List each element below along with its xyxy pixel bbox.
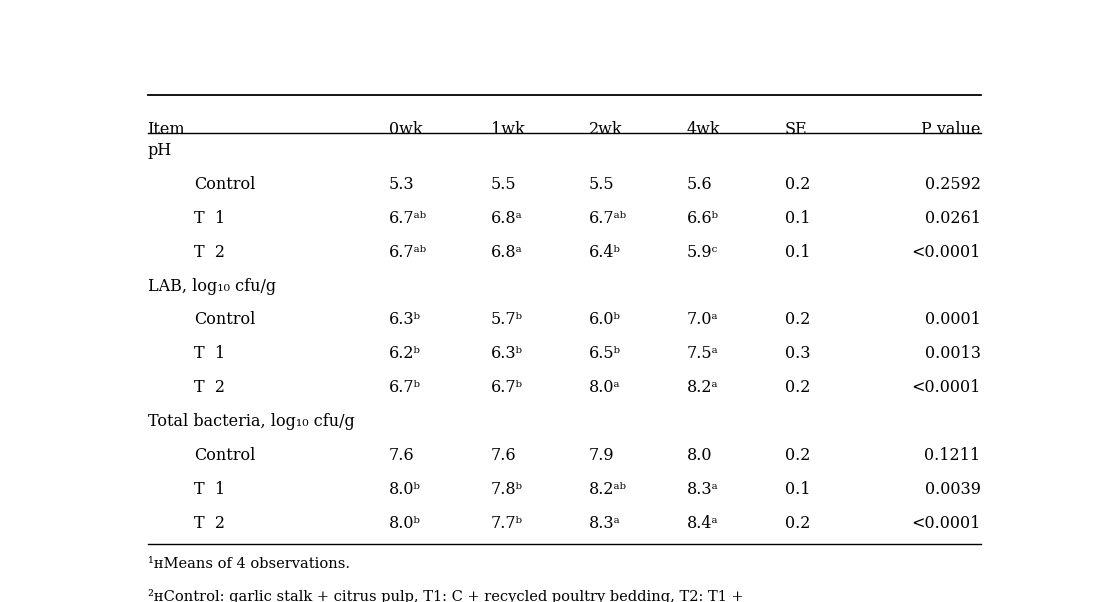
Text: ²ʜControl: garlic stalk + citrus pulp, T1: C + recycled poultry bedding, T2: T1 : ²ʜControl: garlic stalk + citrus pulp, T… xyxy=(147,589,743,602)
Text: Total bacteria, log₁₀ cfu/g: Total bacteria, log₁₀ cfu/g xyxy=(147,413,354,430)
Text: 0.2: 0.2 xyxy=(785,447,810,464)
Text: 0.1: 0.1 xyxy=(785,210,810,227)
Text: 5.6: 5.6 xyxy=(687,176,712,193)
Text: 7.0ᵃ: 7.0ᵃ xyxy=(687,311,719,329)
Text: <0.0001: <0.0001 xyxy=(911,244,980,261)
Text: 6.7ᵃᵇ: 6.7ᵃᵇ xyxy=(389,244,426,261)
Text: 0.2: 0.2 xyxy=(785,379,810,396)
Text: T  1: T 1 xyxy=(195,480,225,498)
Text: SE: SE xyxy=(785,121,808,138)
Text: 5.9ᶜ: 5.9ᶜ xyxy=(687,244,718,261)
Text: <0.0001: <0.0001 xyxy=(911,515,980,532)
Text: 0.0039: 0.0039 xyxy=(924,480,980,498)
Text: 0.0261: 0.0261 xyxy=(924,210,980,227)
Text: T  1: T 1 xyxy=(195,210,225,227)
Text: 6.3ᵇ: 6.3ᵇ xyxy=(389,311,421,329)
Text: 0wk: 0wk xyxy=(389,121,422,138)
Text: 7.6: 7.6 xyxy=(491,447,517,464)
Text: 6.8ᵃ: 6.8ᵃ xyxy=(491,244,523,261)
Text: P value: P value xyxy=(921,121,980,138)
Text: 6.7ᵃᵇ: 6.7ᵃᵇ xyxy=(589,210,626,227)
Text: 0.2: 0.2 xyxy=(785,515,810,532)
Text: T  2: T 2 xyxy=(195,515,225,532)
Text: 6.4ᵇ: 6.4ᵇ xyxy=(589,244,621,261)
Text: Item: Item xyxy=(147,121,186,138)
Text: 6.0ᵇ: 6.0ᵇ xyxy=(589,311,621,329)
Text: 8.0ᵇ: 8.0ᵇ xyxy=(389,515,421,532)
Text: 0.2592: 0.2592 xyxy=(924,176,980,193)
Text: <0.0001: <0.0001 xyxy=(911,379,980,396)
Text: 0.0001: 0.0001 xyxy=(924,311,980,329)
Text: 8.4ᵃ: 8.4ᵃ xyxy=(687,515,719,532)
Text: 8.3ᵃ: 8.3ᵃ xyxy=(589,515,621,532)
Text: 8.2ᵃᵇ: 8.2ᵃᵇ xyxy=(589,480,626,498)
Text: 0.3: 0.3 xyxy=(785,346,810,362)
Text: 4wk: 4wk xyxy=(687,121,720,138)
Text: 8.3ᵃ: 8.3ᵃ xyxy=(687,480,719,498)
Text: 8.0ᵃ: 8.0ᵃ xyxy=(589,379,621,396)
Text: 6.7ᵇ: 6.7ᵇ xyxy=(491,379,523,396)
Text: 1wk: 1wk xyxy=(491,121,524,138)
Text: 0.1: 0.1 xyxy=(785,480,810,498)
Text: 8.0ᵇ: 8.0ᵇ xyxy=(389,480,421,498)
Text: 5.5: 5.5 xyxy=(589,176,614,193)
Text: 5.3: 5.3 xyxy=(389,176,414,193)
Text: 8.0: 8.0 xyxy=(687,447,712,464)
Text: 6.5ᵇ: 6.5ᵇ xyxy=(589,346,621,362)
Text: 7.8ᵇ: 7.8ᵇ xyxy=(491,480,523,498)
Text: T  2: T 2 xyxy=(195,244,225,261)
Text: 0.0013: 0.0013 xyxy=(924,346,980,362)
Text: T  2: T 2 xyxy=(195,379,225,396)
Text: 6.8ᵃ: 6.8ᵃ xyxy=(491,210,523,227)
Text: 5.7ᵇ: 5.7ᵇ xyxy=(491,311,523,329)
Text: 7.6: 7.6 xyxy=(389,447,414,464)
Text: 6.7ᵇ: 6.7ᵇ xyxy=(389,379,421,396)
Text: 2wk: 2wk xyxy=(589,121,622,138)
Text: Control: Control xyxy=(195,447,256,464)
Text: 0.2: 0.2 xyxy=(785,311,810,329)
Text: 0.2: 0.2 xyxy=(785,176,810,193)
Text: pH: pH xyxy=(147,142,171,160)
Text: T  1: T 1 xyxy=(195,346,225,362)
Text: 6.7ᵃᵇ: 6.7ᵃᵇ xyxy=(389,210,426,227)
Text: 7.5ᵃ: 7.5ᵃ xyxy=(687,346,719,362)
Text: 6.2ᵇ: 6.2ᵇ xyxy=(389,346,421,362)
Text: 7.9: 7.9 xyxy=(589,447,614,464)
Text: 5.5: 5.5 xyxy=(491,176,517,193)
Text: Control: Control xyxy=(195,311,256,329)
Text: Control: Control xyxy=(195,176,256,193)
Text: 6.3ᵇ: 6.3ᵇ xyxy=(491,346,523,362)
Text: 0.1: 0.1 xyxy=(785,244,810,261)
Text: 8.2ᵃ: 8.2ᵃ xyxy=(687,379,719,396)
Text: ¹ʜMeans of 4 observations.: ¹ʜMeans of 4 observations. xyxy=(147,557,349,571)
Text: 6.6ᵇ: 6.6ᵇ xyxy=(687,210,719,227)
Text: 7.7ᵇ: 7.7ᵇ xyxy=(491,515,523,532)
Text: LAB, log₁₀ cfu/g: LAB, log₁₀ cfu/g xyxy=(147,278,276,294)
Text: 0.1211: 0.1211 xyxy=(924,447,980,464)
